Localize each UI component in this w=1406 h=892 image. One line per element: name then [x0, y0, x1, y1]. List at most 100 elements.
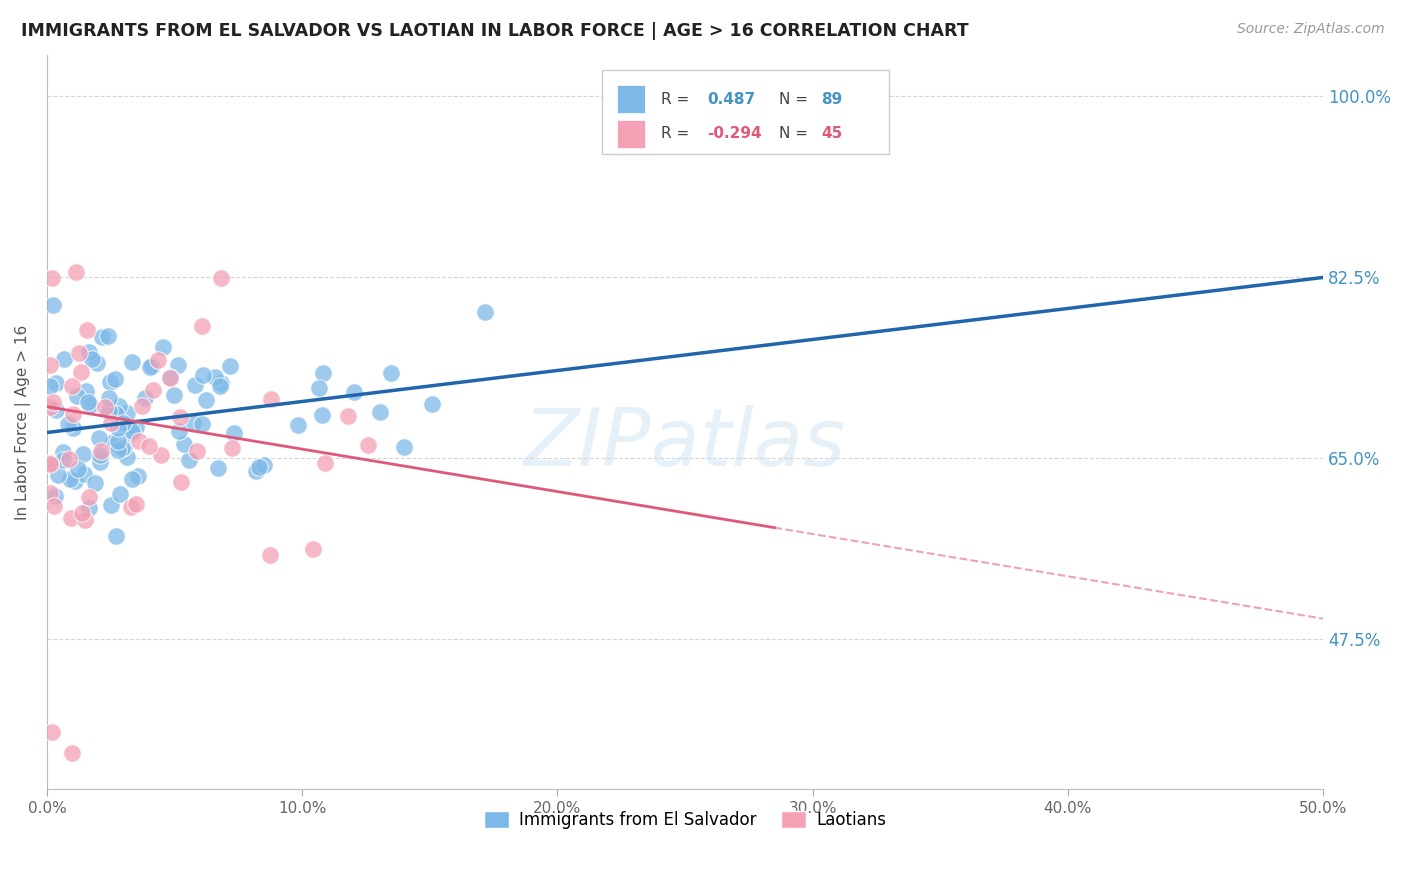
Point — [138, 439, 160, 453]
Point — [97, 329, 120, 343]
Point — [167, 425, 190, 439]
Point — [314, 456, 336, 470]
Point — [134, 391, 156, 405]
Point — [121, 472, 143, 486]
Point — [66, 389, 89, 403]
Point — [110, 487, 132, 501]
Point — [131, 399, 153, 413]
Point — [77, 394, 100, 409]
Point — [45, 376, 67, 390]
Point — [125, 420, 148, 434]
Point — [110, 441, 132, 455]
Point — [474, 305, 496, 319]
Point — [142, 383, 165, 397]
Text: R =: R = — [661, 126, 695, 141]
Point — [79, 398, 101, 412]
Y-axis label: In Labor Force | Age > 16: In Labor Force | Age > 16 — [15, 325, 31, 520]
Point — [76, 323, 98, 337]
Text: N =: N = — [779, 92, 813, 107]
Point — [191, 417, 214, 431]
Point — [91, 329, 114, 343]
Point — [38, 379, 60, 393]
Point — [42, 394, 65, 409]
Point — [209, 376, 232, 391]
Point — [337, 409, 360, 423]
Point — [94, 400, 117, 414]
Point — [42, 298, 65, 312]
Point — [59, 472, 82, 486]
Point — [73, 467, 96, 481]
Point — [79, 344, 101, 359]
Point — [98, 375, 121, 389]
Point — [259, 548, 281, 562]
Point — [80, 351, 103, 366]
Point — [97, 391, 120, 405]
Point — [52, 351, 75, 366]
Point — [159, 370, 181, 384]
Point — [357, 438, 380, 452]
Point — [103, 434, 125, 449]
Point — [89, 448, 111, 462]
Point — [66, 462, 89, 476]
Point — [42, 499, 65, 513]
Text: 45: 45 — [821, 126, 842, 141]
Point — [218, 359, 240, 373]
Point — [38, 457, 60, 471]
Point — [72, 447, 94, 461]
Point — [38, 401, 60, 415]
Point — [148, 352, 170, 367]
Point — [52, 445, 75, 459]
Point — [105, 407, 128, 421]
Point — [75, 384, 97, 398]
Legend: Immigrants from El Salvador, Laotians: Immigrants from El Salvador, Laotians — [477, 805, 893, 836]
Point — [62, 407, 84, 421]
Point — [308, 381, 330, 395]
Point — [38, 457, 60, 471]
Point — [39, 486, 62, 500]
Point — [195, 393, 218, 408]
Point — [127, 469, 149, 483]
Point — [38, 358, 60, 372]
Point — [170, 475, 193, 489]
Point — [128, 434, 150, 448]
Point — [44, 489, 66, 503]
Point — [141, 359, 163, 373]
Point — [112, 416, 135, 430]
Point — [63, 474, 86, 488]
FancyBboxPatch shape — [602, 70, 889, 154]
Point — [104, 372, 127, 386]
Point — [120, 500, 142, 514]
Point — [166, 358, 188, 372]
Point — [45, 403, 67, 417]
Point — [311, 409, 333, 423]
Point — [52, 453, 75, 467]
Point — [380, 366, 402, 380]
Point — [89, 455, 111, 469]
Text: N =: N = — [779, 126, 813, 141]
Point — [84, 475, 107, 490]
Point — [186, 443, 208, 458]
Point — [97, 404, 120, 418]
Point — [343, 385, 366, 400]
Point — [139, 360, 162, 375]
Point — [150, 448, 173, 462]
Point — [191, 368, 214, 383]
Point — [221, 441, 243, 455]
Point — [115, 407, 138, 421]
Point — [209, 271, 232, 285]
Point — [70, 365, 93, 379]
Point — [204, 370, 226, 384]
Point — [181, 416, 204, 430]
Point — [125, 497, 148, 511]
Point — [105, 528, 128, 542]
Text: ZIPatlas: ZIPatlas — [524, 405, 846, 483]
Point — [38, 456, 60, 470]
Text: IMMIGRANTS FROM EL SALVADOR VS LAOTIAN IN LABOR FORCE | AGE > 16 CORRELATION CHA: IMMIGRANTS FROM EL SALVADOR VS LAOTIAN I… — [21, 22, 969, 40]
Point — [77, 490, 100, 504]
Point — [46, 467, 69, 482]
Point — [183, 378, 205, 392]
Point — [173, 437, 195, 451]
Point — [177, 453, 200, 467]
Point — [86, 356, 108, 370]
Point — [115, 450, 138, 465]
